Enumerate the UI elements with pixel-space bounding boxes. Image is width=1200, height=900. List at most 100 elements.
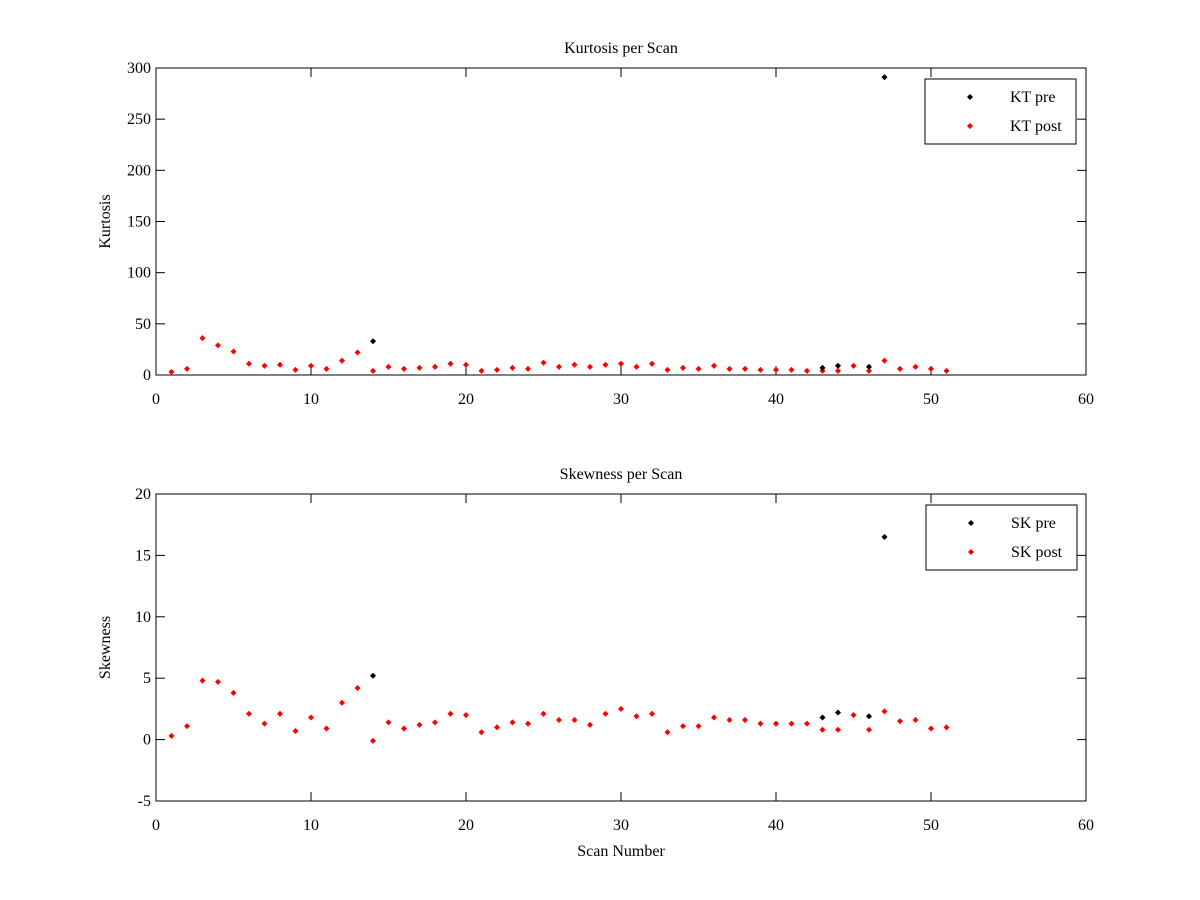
skewness-point-sk-post [183, 723, 191, 730]
kurtosis-point-kt-post [400, 365, 408, 372]
kurtosis-point-kt-post [881, 357, 888, 364]
skewness-point-sk-post [695, 723, 702, 730]
kurtosis-x-tick-label: 20 [458, 391, 474, 408]
kurtosis-point-kt-post [555, 363, 563, 370]
kurtosis-y-tick-label: 100 [127, 265, 151, 282]
kurtosis-point-kt-post [834, 367, 842, 374]
skewness-point-sk-post [850, 712, 857, 719]
kurtosis-point-kt-post [664, 366, 671, 373]
kurtosis-point-kt-post [214, 342, 222, 349]
kurtosis-point-kt-pre [881, 74, 888, 81]
skewness-y-tick-label: 10 [135, 609, 151, 626]
kurtosis-point-kt-post [850, 362, 857, 369]
skewness-point-sk-post [772, 720, 780, 727]
kurtosis-legend-marker-kt-post [966, 122, 974, 130]
skewness-point-sk-pre [865, 713, 873, 720]
kurtosis-point-kt-post [416, 364, 423, 371]
skewness-point-sk-post [245, 710, 253, 717]
skewness-point-sk-pre [819, 714, 826, 721]
kurtosis-point-kt-post [245, 360, 253, 367]
skewness-point-sk-post [524, 720, 532, 727]
skewness-legend-marker-sk-pre [967, 519, 975, 527]
skewness-point-sk-post [354, 684, 361, 692]
kurtosis-point-kt-post [679, 364, 687, 371]
kurtosis-point-kt-post [292, 366, 299, 373]
skewness-y-tick-label: 15 [135, 547, 151, 564]
kurtosis-point-kt-post [493, 366, 501, 373]
kurtosis-chart-title: Kurtosis per Scan [564, 40, 678, 57]
skewness-point-sk-post [679, 723, 687, 730]
skewness-point-sk-post [199, 677, 206, 684]
skewness-x-tick-label: 0 [152, 817, 160, 834]
skewness-point-sk-post [896, 718, 904, 725]
kurtosis-point-kt-post [354, 349, 361, 356]
skewness-point-sk-post [586, 721, 594, 728]
skewness-y-tick-label: 5 [143, 670, 151, 687]
kurtosis-point-kt-pre [865, 363, 873, 370]
kurtosis-point-kt-post [617, 360, 625, 367]
skewness-point-sk-post [447, 710, 454, 717]
skewness-x-tick-label: 30 [613, 817, 629, 834]
skewness-y-tick-label: -5 [138, 793, 151, 810]
kurtosis-point-kt-post [741, 365, 749, 372]
kurtosis-y-tick-label: 50 [135, 316, 151, 333]
kurtosis-y-axis-label: Kurtosis [97, 194, 114, 248]
skewness-point-sk-post [726, 716, 733, 723]
skewness-point-sk-post [416, 721, 423, 728]
kurtosis-point-kt-post [168, 368, 175, 375]
kurtosis-y-tick-label: 0 [143, 367, 151, 384]
kurtosis-point-kt-post [602, 361, 609, 368]
kurtosis-x-tick-label: 40 [768, 391, 784, 408]
skewness-x-tick-label: 10 [303, 817, 319, 834]
skewness-point-sk-post [292, 727, 299, 735]
skewness-point-sk-post [400, 725, 408, 732]
kurtosis-point-kt-post [726, 365, 733, 372]
skewness-legend-label: SK pre [1011, 515, 1056, 532]
skewness-point-sk-post [788, 720, 795, 727]
kurtosis-legend-label: KT pre [1010, 89, 1055, 106]
skewness-y-tick-label: 20 [135, 486, 151, 503]
kurtosis-point-kt-post [633, 363, 640, 370]
skewness-point-sk-post [617, 705, 625, 712]
skewness-point-sk-post [571, 716, 578, 723]
skewness-point-sk-post [493, 724, 501, 731]
kurtosis-point-kt-post [757, 366, 764, 373]
skewness-legend-box [925, 504, 1078, 571]
kurtosis-y-tick-label: 150 [127, 214, 151, 231]
kurtosis-point-kt-post [183, 365, 191, 372]
kurtosis-point-kt-post [540, 359, 547, 366]
kurtosis-y-tick-label: 250 [127, 111, 151, 128]
kurtosis-point-kt-post [323, 365, 330, 372]
kurtosis-y-tick-label: 300 [127, 60, 151, 77]
kurtosis-point-kt-post [710, 362, 718, 369]
kurtosis-point-kt-pre [819, 364, 826, 371]
skewness-point-sk-post [602, 710, 609, 717]
kurtosis-point-kt-post [896, 365, 904, 372]
kurtosis-point-kt-post [772, 366, 780, 373]
skewness-point-sk-post [230, 689, 237, 696]
kurtosis-point-kt-post [695, 365, 702, 372]
skewness-point-sk-post [819, 726, 826, 733]
skewness-point-sk-post [214, 678, 222, 685]
skewness-x-tick-label: 50 [923, 817, 939, 834]
kurtosis-point-kt-pre [369, 338, 377, 345]
kurtosis-point-kt-post [648, 360, 656, 367]
kurtosis-point-kt-post [261, 362, 268, 369]
skewness-x-tick-label: 20 [458, 817, 474, 834]
kurtosis-point-kt-post [385, 363, 392, 370]
kurtosis-point-kt-post [586, 363, 594, 370]
kurtosis-legend-label: KT post [1010, 118, 1062, 135]
skewness-legend: SK pre SK post [925, 504, 1078, 571]
kurtosis-x-tick-label: 30 [613, 391, 629, 408]
skewness-point-sk-pre [881, 533, 888, 541]
skewness-point-sk-post [509, 719, 516, 726]
kurtosis-point-kt-post [276, 361, 284, 368]
kurtosis-point-kt-post [803, 367, 811, 374]
skewness-point-sk-post [431, 719, 439, 726]
skewness-point-sk-post [338, 699, 346, 706]
skewness-point-sk-pre [369, 672, 377, 679]
kurtosis-x-tick-label: 60 [1078, 391, 1094, 408]
kurtosis-point-kt-post [431, 363, 439, 370]
skewness-point-sk-post [633, 713, 640, 720]
